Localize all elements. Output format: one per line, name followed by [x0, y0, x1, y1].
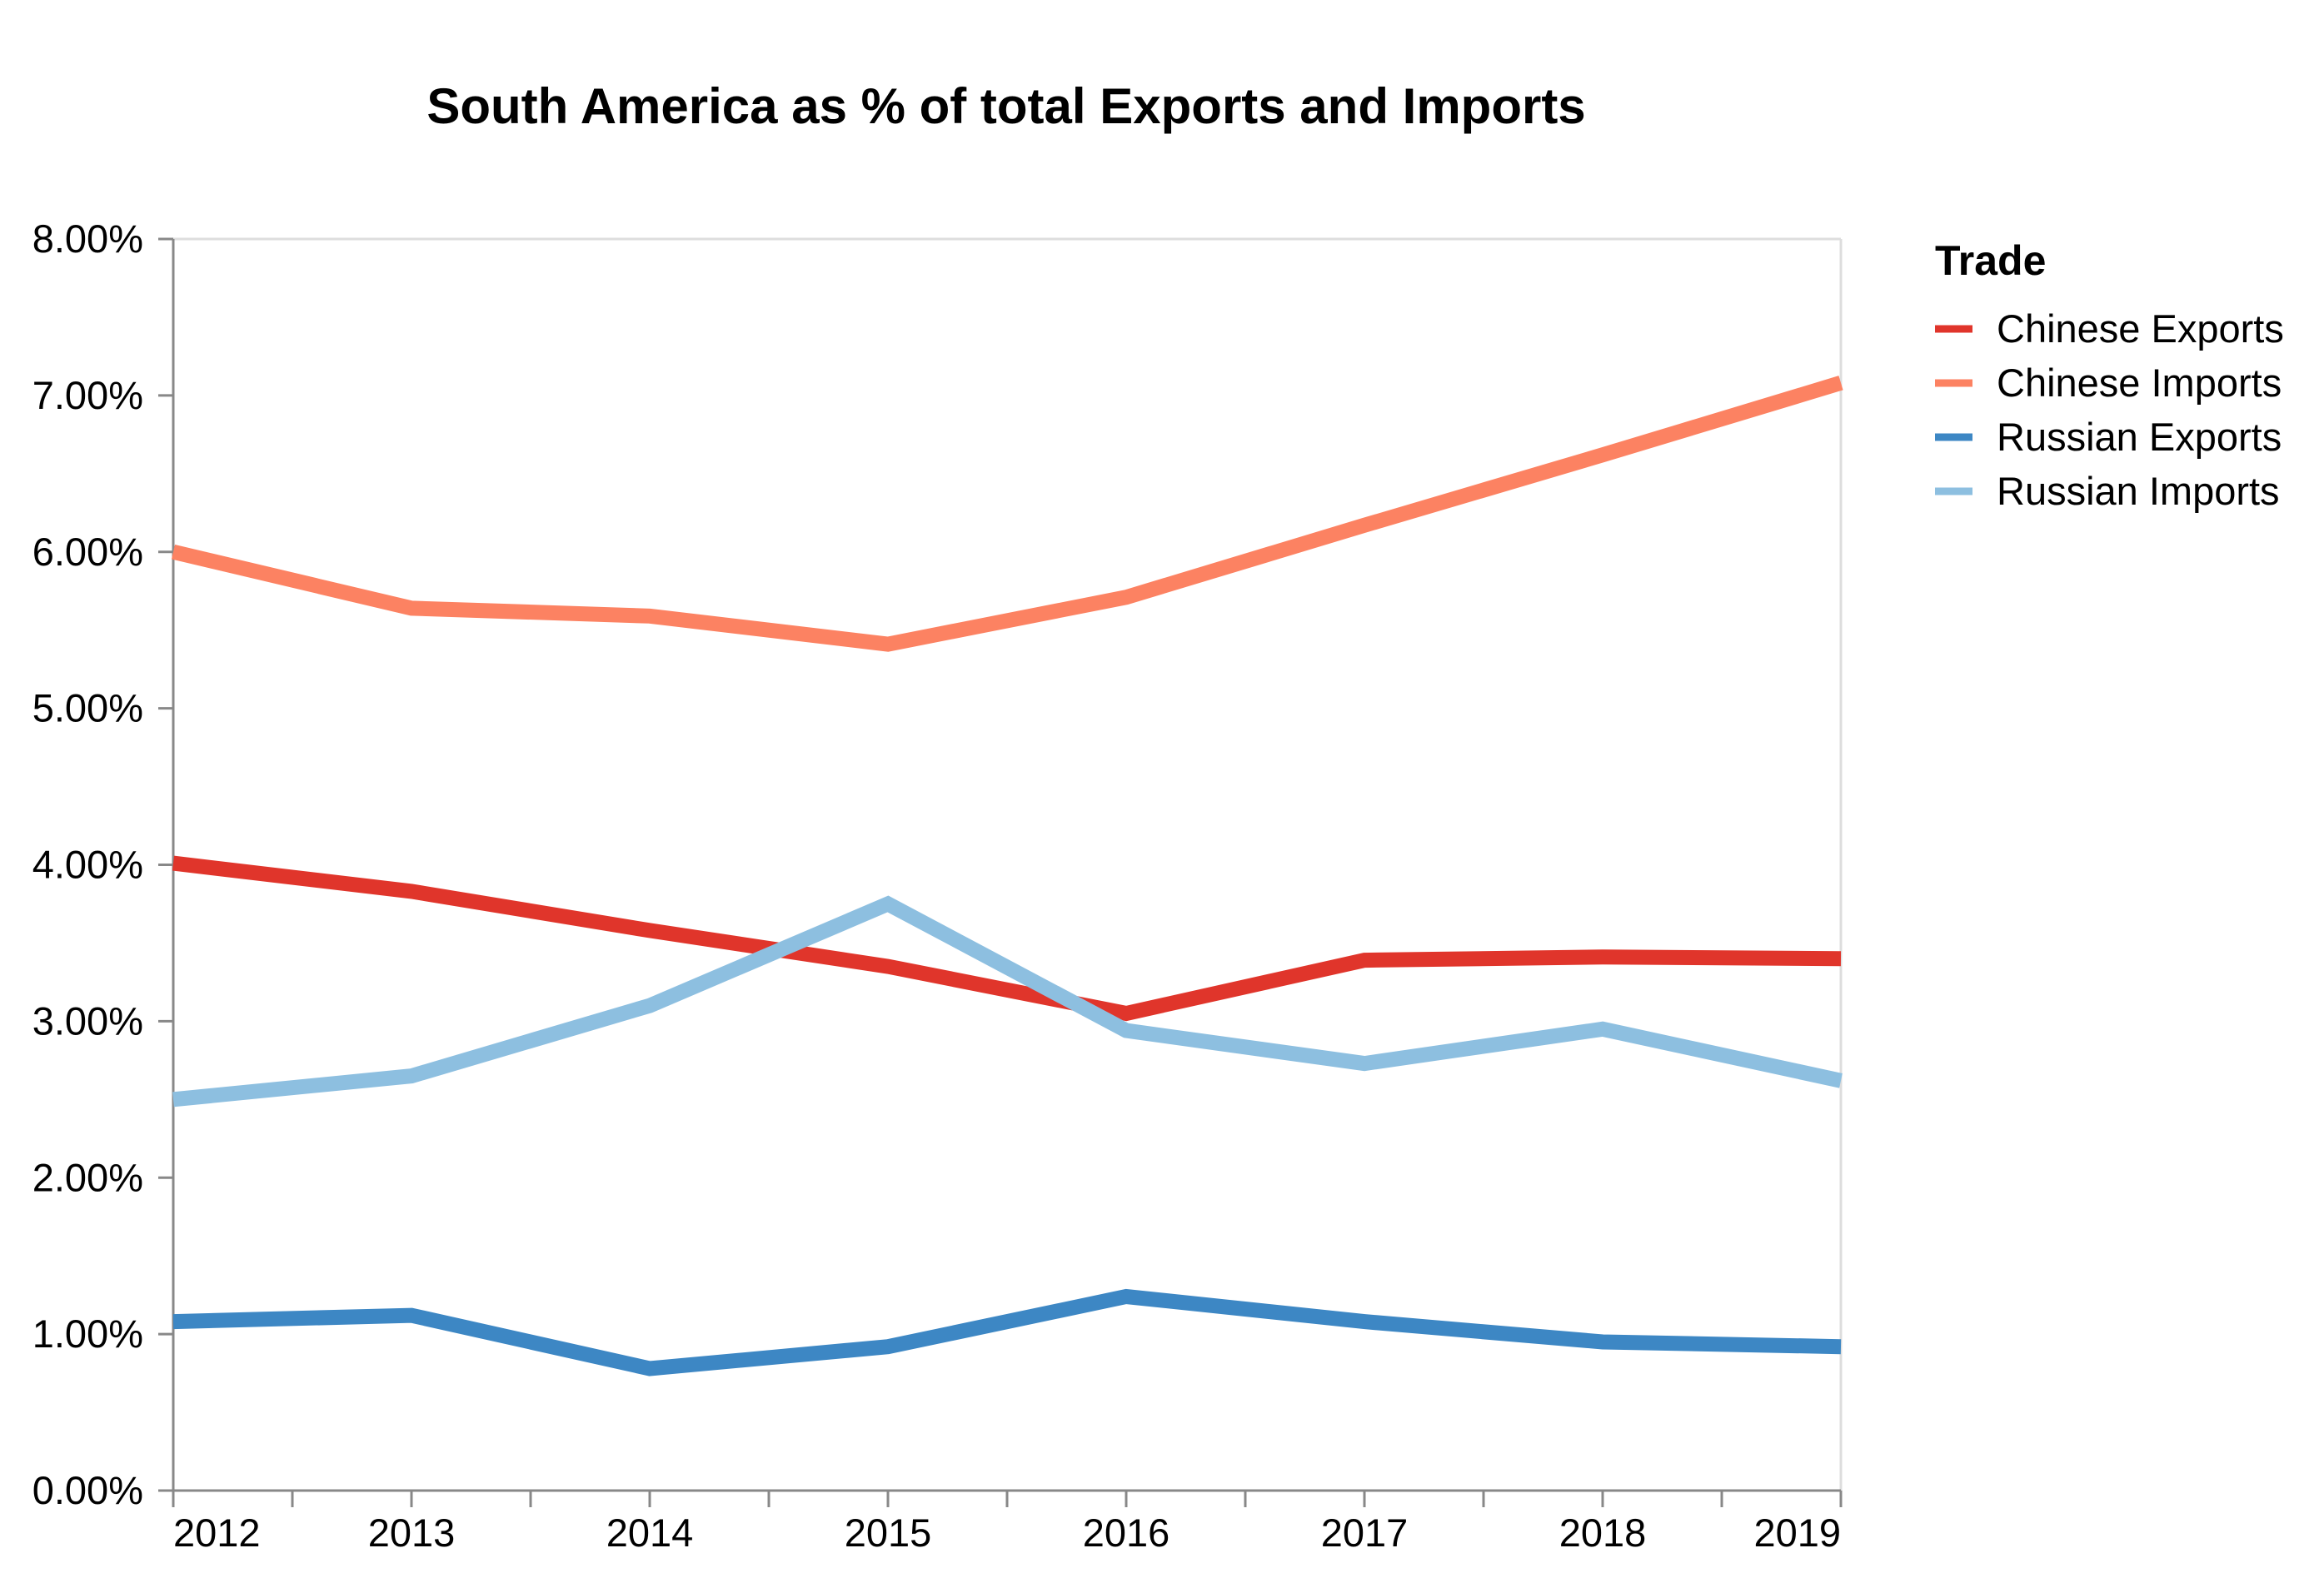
- y-tick-label: 5.00%: [32, 686, 143, 730]
- chart-title: South America as % of total Exports and …: [426, 78, 1585, 134]
- x-tick-label: 2013: [368, 1511, 456, 1555]
- y-tick-label: 2.00%: [32, 1155, 143, 1199]
- y-tick-label: 7.00%: [32, 373, 143, 417]
- x-tick-label: 2017: [1321, 1511, 1409, 1555]
- series-line-russian-exports: [172, 1288, 1842, 1376]
- legend-label-russian-imports: Russian Imports: [1997, 469, 2280, 513]
- legend-title: Trade: [1935, 237, 2046, 284]
- x-tick-label: 2016: [1083, 1511, 1170, 1555]
- series-line-russian-imports: [172, 895, 1843, 1108]
- y-tick-label: 3.00%: [32, 998, 143, 1043]
- y-tick-label: 6.00%: [32, 530, 143, 574]
- legend-label-russian-exports: Russian Exports: [1997, 415, 2282, 459]
- x-tick-label: 2012: [173, 1511, 261, 1555]
- series-lines: [171, 376, 1843, 1376]
- series-line-chinese-exports: [172, 855, 1842, 1022]
- legend-label-chinese-imports: Chinese Imports: [1997, 361, 2282, 405]
- x-tick-label: 2015: [845, 1511, 932, 1555]
- legend-label-chinese-exports: Chinese Exports: [1997, 306, 2284, 351]
- y-tick-label: 0.00%: [32, 1468, 143, 1512]
- plot-frame: [173, 237, 1843, 1491]
- y-tick-label: 1.00%: [32, 1312, 143, 1356]
- series-line-chinese-imports: [171, 376, 1843, 652]
- x-axis: 2012 2013 2014 2015 2016 2017 2018 2019: [172, 1489, 1843, 1555]
- y-tick-label: 8.00%: [32, 217, 143, 261]
- x-tick-label: 2014: [606, 1511, 694, 1555]
- legend: Trade Chinese Exports Chinese Imports Russ…: [1935, 237, 2284, 513]
- y-tick-label: 4.00%: [32, 843, 143, 887]
- x-tick-label: 2019: [1753, 1511, 1841, 1555]
- x-tick-label: 2018: [1559, 1511, 1647, 1555]
- y-axis: 0.00% 1.00% 2.00% 3.00% 4.00% 5.00% 6.00% 7.00%…: [32, 217, 175, 1512]
